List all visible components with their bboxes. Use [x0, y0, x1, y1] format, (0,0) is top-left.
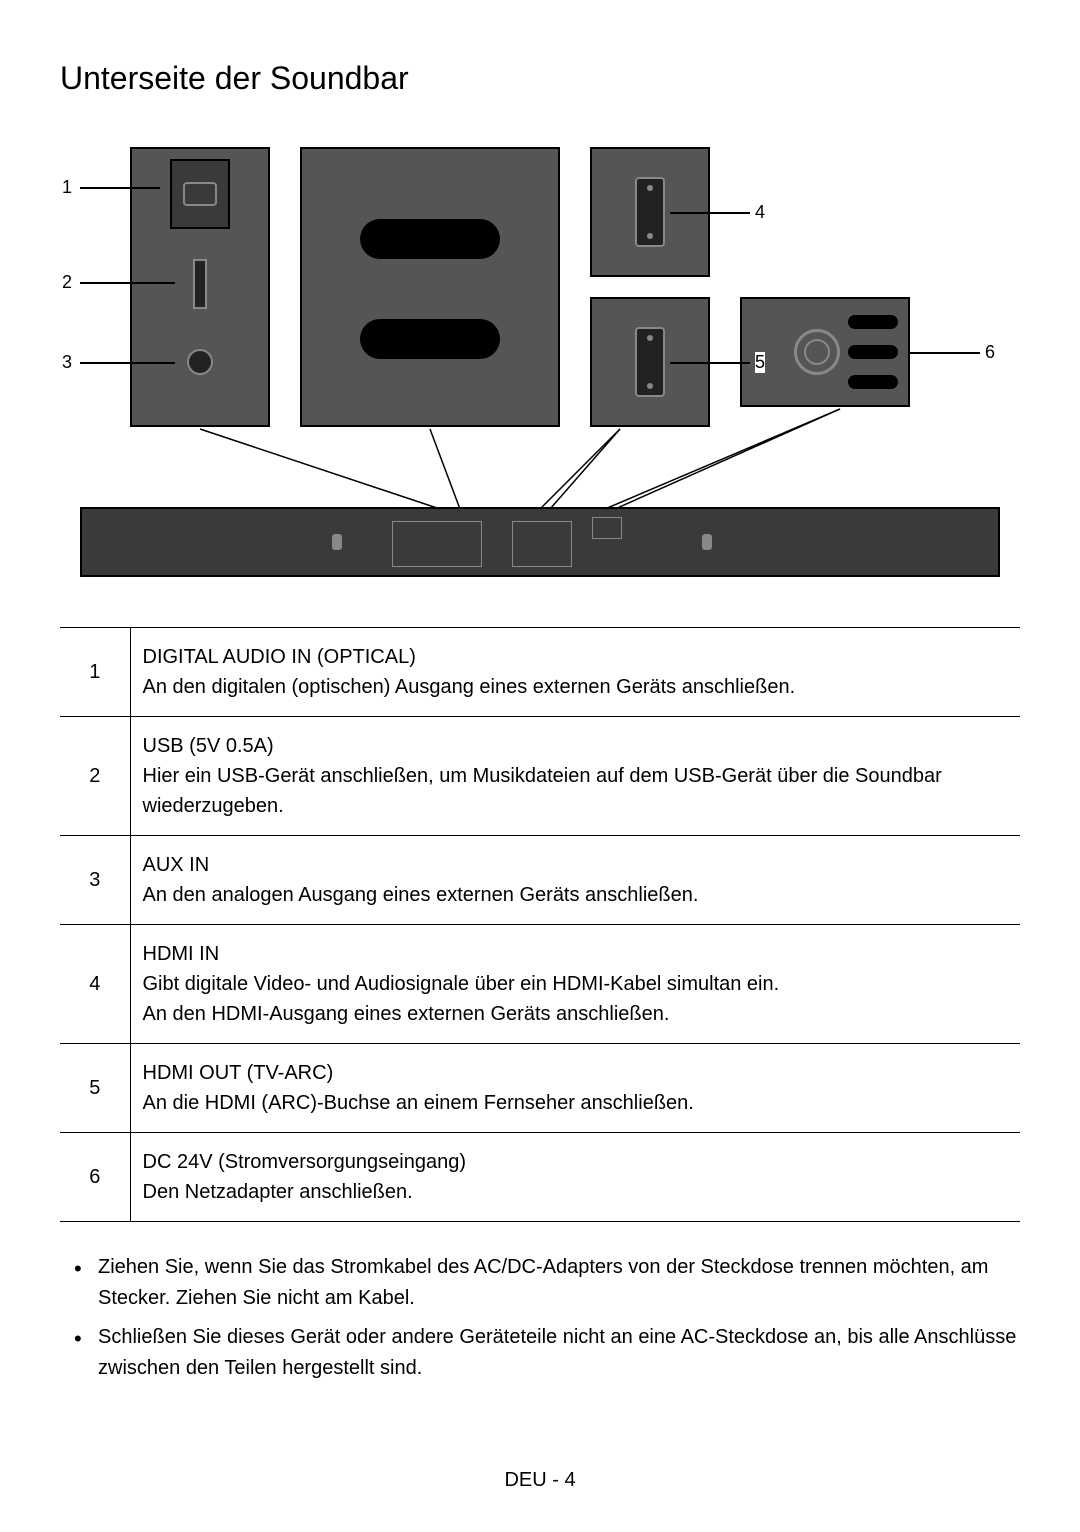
- port-num: 1: [60, 628, 130, 717]
- dc-jack-icon: [794, 329, 840, 375]
- port-title: DC 24V (Stromversorgungseingang): [143, 1147, 1009, 1177]
- table-row: 4 HDMI IN Gibt digitale Video- und Audio…: [60, 925, 1020, 1044]
- port-num: 6: [60, 1133, 130, 1222]
- table-row: 6 DC 24V (Stromversorgungseingang) Den N…: [60, 1133, 1020, 1222]
- port-num: 3: [60, 836, 130, 925]
- list-item: Ziehen Sie, wenn Sie das Stromkabel des …: [70, 1252, 1020, 1314]
- port-desc: An den digitalen (optischen) Ausgang ein…: [143, 672, 1009, 702]
- callout-1: 1: [62, 177, 72, 198]
- table-row: 3 AUX IN An den analogen Ausgang eines e…: [60, 836, 1020, 925]
- port-title: HDMI OUT (TV-ARC): [143, 1058, 1009, 1088]
- panel-power: [740, 297, 910, 407]
- leader-1: [80, 187, 160, 189]
- port-desc: Gibt digitale Video- und Audiosignale üb…: [143, 969, 1009, 1029]
- callout-6: 6: [985, 342, 995, 363]
- table-row: 2 USB (5V 0.5A) Hier ein USB-Gerät ansch…: [60, 717, 1020, 836]
- port-title: AUX IN: [143, 850, 1009, 880]
- leader-3: [80, 362, 175, 364]
- panel-optical-usb-aux: [130, 147, 270, 427]
- soundbar-bottom-diagram: 1 2 3 4 5 6: [80, 147, 1000, 577]
- panel-middle: [300, 147, 560, 427]
- callout-2: 2: [62, 272, 72, 293]
- callout-5: 5: [755, 352, 765, 373]
- port-num: 5: [60, 1044, 130, 1133]
- ports-table: 1 DIGITAL AUDIO IN (OPTICAL) An den digi…: [60, 627, 1020, 1222]
- callout-4: 4: [755, 202, 765, 223]
- soundbar-bar: [80, 507, 1000, 577]
- hdmi-out-port-icon: [635, 327, 665, 397]
- notes-list: Ziehen Sie, wenn Sie das Stromkabel des …: [60, 1252, 1020, 1384]
- port-title: HDMI IN: [143, 939, 1009, 969]
- table-row: 5 HDMI OUT (TV-ARC) An die HDMI (ARC)-Bu…: [60, 1044, 1020, 1133]
- port-desc: Den Netzadapter anschließen.: [143, 1177, 1009, 1207]
- usb-port-icon: [193, 259, 207, 309]
- list-item: Schließen Sie dieses Gerät oder andere G…: [70, 1322, 1020, 1384]
- leader-5: [670, 362, 750, 364]
- port-title: USB (5V 0.5A): [143, 731, 1009, 761]
- optical-port-icon: [170, 159, 230, 229]
- port-desc: An die HDMI (ARC)-Buchse an einem Fernse…: [143, 1088, 1009, 1118]
- port-desc: Hier ein USB-Gerät anschließen, um Musik…: [143, 761, 1009, 821]
- leader-4: [670, 212, 750, 214]
- callout-3: 3: [62, 352, 72, 373]
- aux-port-icon: [187, 349, 213, 375]
- leader-2: [80, 282, 175, 284]
- port-num: 4: [60, 925, 130, 1044]
- table-row: 1 DIGITAL AUDIO IN (OPTICAL) An den digi…: [60, 628, 1020, 717]
- page-footer: DEU - 4: [0, 1469, 1080, 1492]
- leader-6: [910, 352, 980, 354]
- port-title: DIGITAL AUDIO IN (OPTICAL): [143, 642, 1009, 672]
- port-num: 2: [60, 717, 130, 836]
- page-title: Unterseite der Soundbar: [60, 60, 1020, 97]
- port-desc: An den analogen Ausgang eines externen G…: [143, 880, 1009, 910]
- hdmi-in-port-icon: [635, 177, 665, 247]
